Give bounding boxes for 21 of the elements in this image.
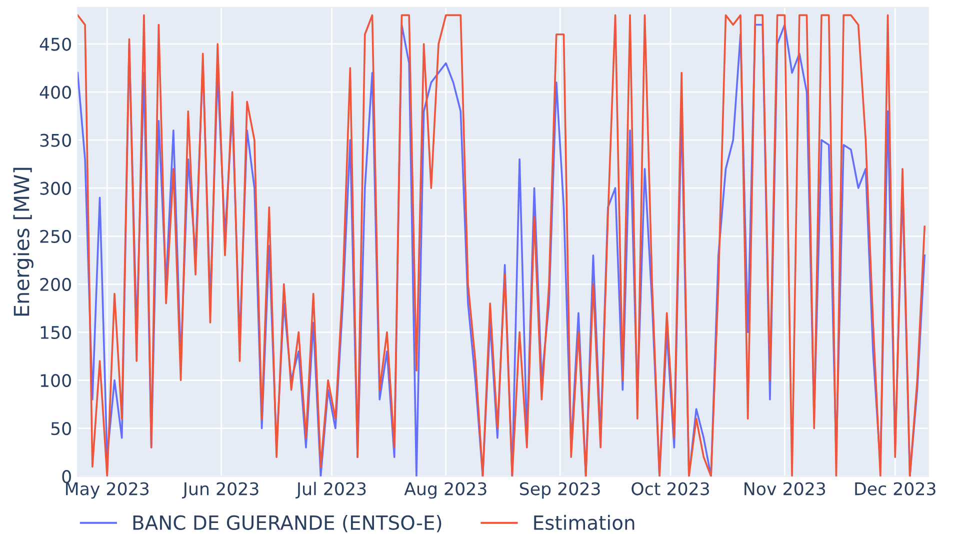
legend-label: Estimation (534, 514, 634, 530)
y-tick-label: 250 (40, 230, 71, 243)
y-tick-label: 0 (62, 470, 71, 484)
y-tick-label: 300 (40, 182, 71, 195)
x-tick-label: Oct 2023 (632, 482, 709, 496)
x-tick-label: Nov 2023 (744, 482, 826, 496)
y-tick-label: 450 (40, 38, 71, 51)
x-tick-label: May 2023 (66, 482, 149, 499)
legend-label: BANC DE GUERANDE (ENTSO-E) (133, 514, 442, 532)
x-tick-label: Dec 2023 (855, 482, 936, 496)
y-tick-label: 200 (40, 278, 71, 292)
y-tick-label: 100 (40, 374, 71, 388)
x-tick-label: Sep 2023 (520, 482, 600, 499)
y-tick-label: 150 (40, 326, 71, 340)
x-tick-label: Jun 2023 (182, 482, 258, 499)
y-tick-label: 400 (40, 86, 71, 99)
y-tick-label: 350 (40, 134, 71, 147)
y-tick-label: 50 (51, 422, 71, 436)
y-axis-title: Energies [MW] (13, 168, 34, 316)
x-tick-label: Aug 2023 (404, 482, 486, 499)
x-tick-label: Jul 2023 (296, 482, 366, 499)
